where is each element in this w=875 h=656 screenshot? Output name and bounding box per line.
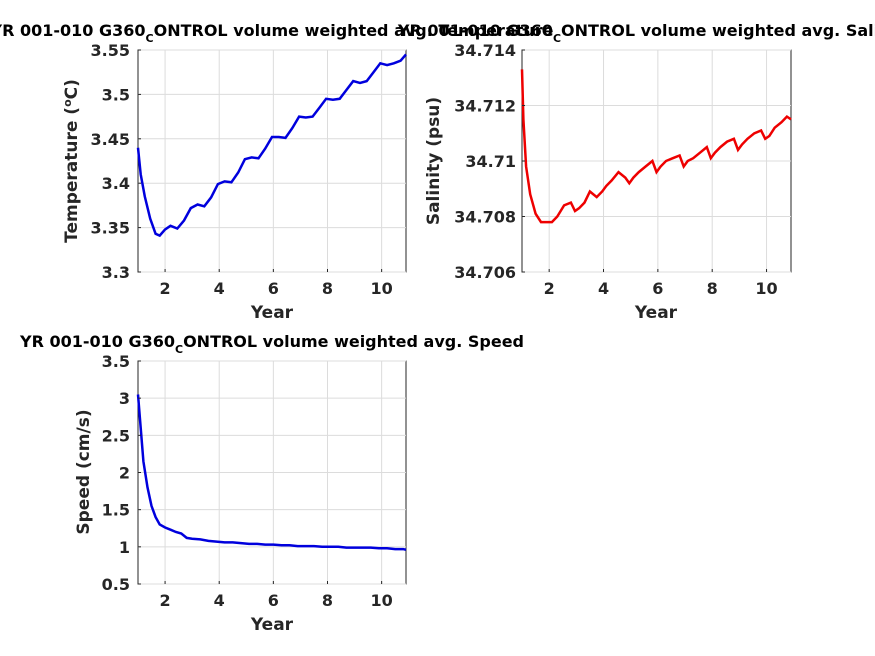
- temperature-chart-title: YR 001-010 G360CONTROL volume weighted a…: [0, 21, 554, 45]
- temperature-y-axis-label: Temperature (oC): [61, 79, 82, 243]
- salinity-series-line: [520, 69, 792, 224]
- speed-series-line: [136, 394, 407, 552]
- salinity-panel: 2 4 6 8 10 34.706 34.708 34.71 34.712 34.714 YR …: [397, 21, 875, 323]
- speed-y-axis-label: Speed (cm/s): [74, 409, 94, 534]
- salinity-y-tick-label: 34.71: [465, 152, 516, 171]
- speed-y-tick-label: 1: [119, 538, 130, 557]
- salinity-x-tick-label: 4: [598, 279, 609, 298]
- salinity-chart-title: YR 001-010 G360CONTROL volume weighted a…: [397, 21, 875, 45]
- temperature-x-tick-label: 10: [371, 279, 393, 298]
- temperature-series-line: [136, 53, 407, 238]
- speed-x-tick-label: 10: [371, 591, 393, 610]
- salinity-y-tick-label: 34.714: [454, 41, 516, 60]
- temperature-y-tick-label: 3.35: [91, 219, 130, 238]
- speed-x-tick-label: 4: [214, 591, 225, 610]
- speed-y-tick-label: 3: [119, 389, 130, 408]
- temperature-y-tick-label: 3.3: [102, 263, 130, 282]
- temperature-x-tick-label: 6: [268, 279, 279, 298]
- salinity-x-tick-label: 2: [544, 279, 555, 298]
- salinity-y-tick-label: 34.712: [454, 97, 516, 116]
- speed-x-axis-label: Year: [250, 615, 294, 635]
- salinity-x-tick-label: 8: [707, 279, 718, 298]
- speed-y-tick-label: 0.5: [102, 575, 130, 594]
- salinity-x-axis-label: Year: [634, 303, 678, 323]
- speed-x-tick-label: 6: [268, 591, 279, 610]
- temperature-panel: 2 4 6 8 10 3.3 3.35 3.4 3.45 3.5 3.55 YR 001-010 …: [0, 21, 554, 323]
- salinity-y-tick-label: 34.708: [454, 208, 516, 227]
- speed-y-tick-label: 1.5: [102, 501, 130, 520]
- salinity-x-tick-label: 10: [755, 279, 777, 298]
- speed-x-tick-label: 8: [322, 591, 333, 610]
- speed-y-tick-label: 2.5: [102, 426, 130, 445]
- temperature-y-tick-label: 3.45: [91, 130, 130, 149]
- speed-y-tick-label: 2: [119, 464, 130, 483]
- salinity-y-axis-label: Salinity (psu): [424, 97, 444, 225]
- temperature-x-tick-label: 8: [322, 279, 333, 298]
- salinity-y-tick-label: 34.706: [454, 263, 516, 282]
- temperature-x-tick-label: 2: [160, 279, 171, 298]
- temperature-x-tick-label: 4: [214, 279, 225, 298]
- temperature-axes-box: [137, 49, 407, 273]
- speed-y-tick-label: 3.5: [102, 352, 130, 371]
- speed-x-tick-label: 2: [160, 591, 171, 610]
- temperature-y-tick-label: 3.55: [91, 41, 130, 60]
- temperature-x-axis-label: Year: [250, 303, 294, 323]
- speed-panel: 2 4 6 8 10 0.5 1 1.5 2 2.5 3 3.5 YR 001-010 G360CO…: [19, 332, 524, 635]
- salinity-x-tick-label: 6: [652, 279, 663, 298]
- speed-chart-title: YR 001-010 G360CONTROL volume weighted a…: [19, 332, 524, 356]
- temperature-y-tick-label: 3.5: [102, 85, 130, 104]
- temperature-y-tick-label: 3.4: [102, 174, 130, 193]
